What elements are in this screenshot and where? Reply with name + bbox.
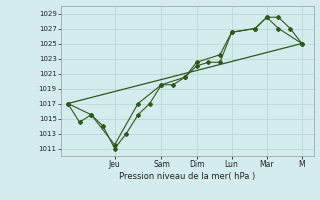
X-axis label: Pression niveau de la mer( hPa ): Pression niveau de la mer( hPa ) [119, 172, 255, 181]
